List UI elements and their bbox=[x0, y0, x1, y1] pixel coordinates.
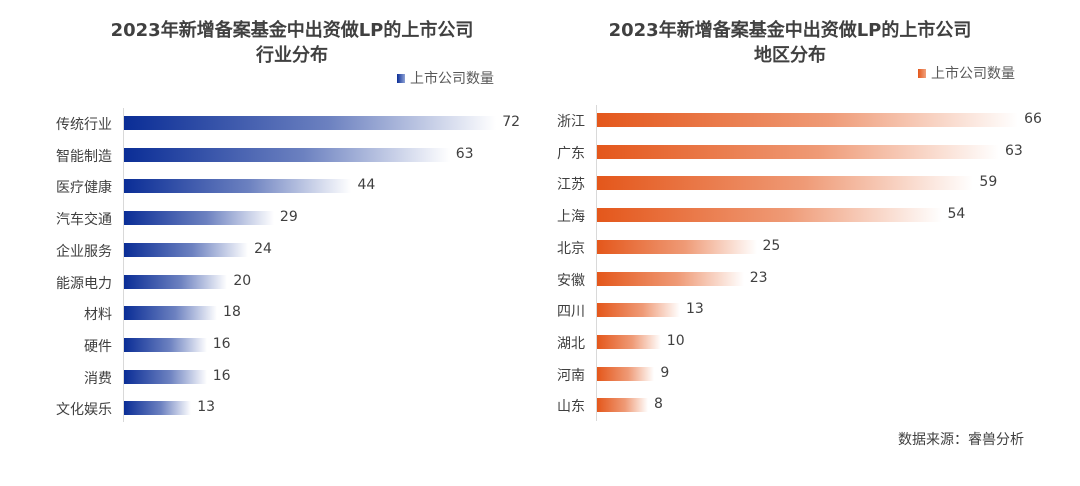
y-axis bbox=[596, 105, 597, 421]
value-label: 13 bbox=[197, 399, 216, 416]
category-label: 安徽 bbox=[557, 272, 585, 289]
value-label: 16 bbox=[212, 367, 231, 384]
value-label: 13 bbox=[685, 301, 704, 318]
legend-swatch bbox=[918, 68, 926, 78]
bar bbox=[124, 242, 249, 257]
value-label: 63 bbox=[455, 145, 474, 162]
value-label: 23 bbox=[749, 269, 768, 286]
category-label: 浙江 bbox=[557, 114, 585, 130]
category-label: 医疗健康 bbox=[56, 180, 112, 197]
value-label: 16 bbox=[212, 335, 231, 352]
legend-label: 上市公司数量 bbox=[931, 66, 1015, 82]
value-label: 63 bbox=[1004, 142, 1023, 159]
bar bbox=[124, 116, 497, 130]
value-label: 72 bbox=[502, 114, 521, 130]
category-label: 北京 bbox=[557, 240, 585, 257]
value-label: 24 bbox=[254, 240, 272, 257]
chart-title: 2023年新增备案基金中出资做LP的上市公司 行业分布 bbox=[110, 20, 474, 66]
legend-label: 上市公司数量 bbox=[410, 71, 494, 87]
bar bbox=[124, 401, 192, 416]
value-label: 44 bbox=[357, 177, 376, 194]
value-label: 66 bbox=[1024, 111, 1042, 127]
category-label: 四川 bbox=[557, 304, 585, 321]
bar bbox=[597, 303, 680, 318]
bar bbox=[124, 337, 207, 352]
category-label: 硬件 bbox=[84, 338, 112, 355]
value-label: 54 bbox=[947, 206, 966, 223]
bar bbox=[597, 334, 661, 349]
bar bbox=[124, 179, 352, 194]
value-label: 25 bbox=[762, 237, 781, 254]
bar bbox=[597, 271, 744, 286]
value-label: 29 bbox=[279, 209, 298, 226]
bar bbox=[597, 366, 655, 381]
category-label: 企业服务 bbox=[56, 243, 112, 260]
category-label: 广东 bbox=[557, 145, 585, 162]
data-source: 数据来源：睿兽分析 bbox=[898, 432, 1024, 448]
bar bbox=[124, 369, 207, 384]
value-label: 59 bbox=[979, 174, 998, 191]
category-label: 江苏 bbox=[557, 177, 585, 194]
category-label: 材料 bbox=[84, 307, 112, 324]
bar bbox=[597, 144, 999, 159]
bar bbox=[124, 274, 228, 289]
legend: 上市公司数量 bbox=[918, 63, 1015, 83]
bar bbox=[597, 113, 1019, 127]
bar bbox=[597, 239, 757, 254]
legend-swatch bbox=[397, 73, 405, 83]
value-label: 20 bbox=[233, 272, 252, 289]
category-label: 湖北 bbox=[557, 335, 585, 352]
category-label: 能源电力 bbox=[56, 275, 112, 292]
bar bbox=[124, 306, 218, 321]
bar bbox=[597, 208, 942, 223]
category-label: 智能制造 bbox=[56, 148, 112, 165]
category-label: 消费 bbox=[84, 370, 112, 387]
category-label: 汽车交通 bbox=[56, 212, 112, 229]
value-label: 9 bbox=[660, 364, 670, 381]
category-label: 河南 bbox=[557, 367, 585, 384]
bar bbox=[597, 176, 974, 191]
bar bbox=[124, 147, 450, 162]
value-label: 10 bbox=[666, 332, 685, 349]
category-label: 上海 bbox=[557, 209, 585, 226]
category-label: 传统行业 bbox=[56, 117, 112, 133]
category-label: 山东 bbox=[557, 399, 585, 416]
category-label: 文化娱乐 bbox=[56, 402, 112, 419]
bar bbox=[124, 211, 274, 226]
legend: 上市公司数量 bbox=[397, 68, 494, 88]
y-axis bbox=[123, 108, 124, 422]
value-label: 18 bbox=[223, 304, 241, 321]
value-label: 8 bbox=[654, 396, 663, 413]
chart-title: 2023年新增备案基金中出资做LP的上市公司 地区分布 bbox=[608, 20, 972, 66]
bar bbox=[597, 398, 649, 413]
